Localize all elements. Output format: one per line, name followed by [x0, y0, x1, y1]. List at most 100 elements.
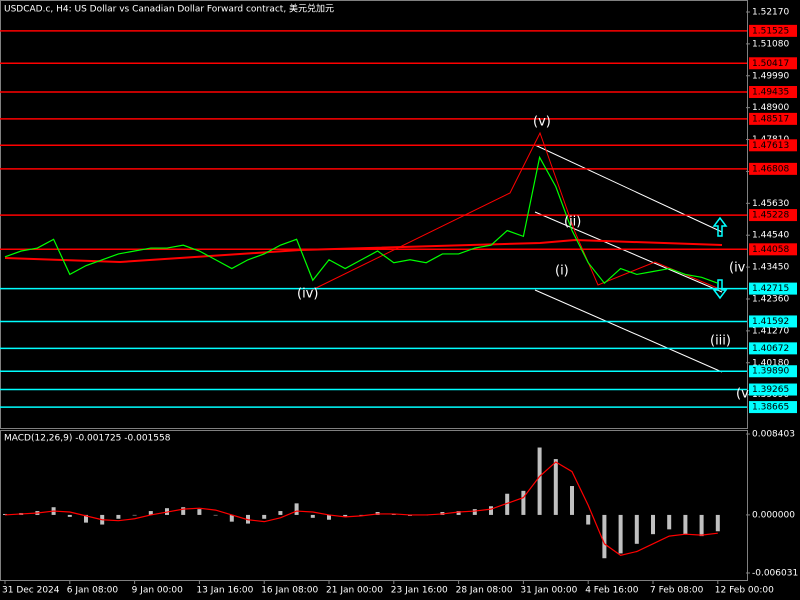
- level-label-box: [749, 383, 797, 396]
- channel-line: [534, 211, 723, 293]
- x-tick-label: 31 Jan 00:00: [520, 586, 577, 596]
- y-tick-label: 0.008403: [752, 430, 795, 440]
- y-tick-label: 1.43450: [752, 263, 789, 273]
- level-label: 1.46808: [752, 164, 789, 174]
- level-label-box: [749, 112, 797, 125]
- macd-bar: [505, 493, 510, 515]
- wave-label: (v: [736, 387, 749, 402]
- macd-bar: [537, 447, 542, 515]
- macd-bar: [132, 514, 137, 516]
- y-tick-label: 1.42360: [752, 294, 789, 304]
- macd-bar: [521, 490, 526, 515]
- macd-bar: [310, 514, 315, 518]
- y-tick-label: 1.51080: [752, 39, 789, 49]
- level-label: 1.39265: [752, 385, 789, 395]
- y-tick-label: 1.48900: [752, 103, 789, 113]
- x-tick-label: 16 Jan 08:00: [261, 586, 318, 596]
- y-tick-label: 1.45630: [752, 199, 789, 209]
- wave-label: (i): [555, 264, 569, 279]
- macd-bar: [343, 514, 348, 517]
- macd-bar: [699, 514, 704, 537]
- macd-bar: [602, 514, 607, 559]
- signal-line: [4, 461, 718, 556]
- level-label-box: [749, 86, 797, 99]
- macd-bar: [553, 459, 558, 515]
- level-label-box: [749, 57, 797, 70]
- chart-title: USDCAD.c, H4: US Dollar vs Canadian Doll…: [4, 3, 334, 15]
- macd-bar: [84, 514, 88, 523]
- macd-bar: [570, 486, 574, 515]
- macd-bar: [67, 514, 72, 517]
- macd-bar: [116, 514, 121, 519]
- level-label: 1.51525: [752, 26, 789, 36]
- wave-label: (v): [533, 115, 551, 130]
- channel-line: [534, 144, 723, 233]
- level-label-box: [749, 243, 797, 256]
- level-label: 1.38665: [752, 403, 789, 413]
- x-tick-label: 12 Feb 00:00: [715, 586, 774, 596]
- level-label: 1.45228: [752, 211, 789, 221]
- wave-zigzag: [311, 131, 723, 291]
- y-tick-label: 1.49990: [752, 71, 789, 81]
- macd-bar: [359, 514, 364, 516]
- y-tick-label: 0.000000: [752, 510, 795, 520]
- level-label-box: [749, 315, 797, 328]
- x-tick-label: 9 Jan 00:00: [132, 586, 184, 596]
- y-tick-label: -0.006031: [752, 568, 798, 578]
- level-label-box: [749, 282, 797, 295]
- level-label: 1.50417: [752, 59, 789, 69]
- y-tick-label: 1.52170: [752, 7, 789, 17]
- macd-bar: [456, 511, 461, 515]
- macd-bar: [715, 514, 720, 532]
- level-label: 1.42715: [752, 284, 789, 294]
- x-tick-label: 28 Jan 08:00: [456, 586, 513, 596]
- macd-bar: [618, 514, 623, 554]
- level-label: 1.49435: [752, 88, 789, 98]
- macd-bar: [181, 507, 186, 515]
- level-label: 1.47613: [752, 141, 789, 151]
- level-label-box: [749, 365, 797, 378]
- level-label-box: [749, 139, 797, 152]
- x-tick-label: 7 Feb 08:00: [650, 586, 704, 596]
- x-tick-label: 13 Jan 16:00: [196, 586, 253, 596]
- wave-label: (iv): [297, 287, 318, 302]
- level-label-box: [749, 342, 797, 355]
- macd-panel: [0, 430, 748, 581]
- price-line: [4, 155, 719, 285]
- level-label: 1.39890: [752, 367, 789, 377]
- y-tick-label: 1.41270: [752, 326, 789, 336]
- macd-bar: [634, 514, 639, 544]
- x-tick-label: 4 Feb 16:00: [585, 586, 639, 596]
- moving-average: [4, 238, 723, 264]
- level-label-box: [749, 24, 797, 37]
- x-tick-label: 6 Jan 08:00: [67, 586, 119, 596]
- x-tick-label: 23 Jan 16:00: [391, 586, 448, 596]
- macd-bar: [327, 514, 331, 520]
- macd-bar: [586, 514, 591, 525]
- wave-label: (iii): [710, 334, 731, 349]
- macd-bar: [489, 506, 493, 515]
- macd-bar: [148, 511, 153, 515]
- macd-bar: [651, 514, 655, 535]
- macd-bar: [197, 509, 202, 515]
- level-label: 1.48517: [752, 114, 789, 124]
- wave-label: (ii): [564, 215, 581, 230]
- macd-bar: [213, 514, 218, 516]
- level-label: 1.41592: [752, 317, 789, 327]
- y-tick-label: 1.40180: [752, 358, 789, 368]
- level-label-box: [749, 209, 797, 222]
- macd-title: MACD(12,26,9) -0.001725 -0.001558: [4, 434, 171, 444]
- level-label: 1.44058: [752, 245, 789, 255]
- macd-bar: [229, 514, 234, 522]
- level-label-box: [749, 401, 797, 414]
- macd-bar: [667, 514, 672, 530]
- y-tick-label: 1.44540: [752, 231, 789, 241]
- level-label: 1.40672: [752, 344, 789, 354]
- macd-bar: [472, 509, 477, 515]
- wave-label: (iv: [729, 261, 746, 276]
- arrow-down: [712, 279, 728, 300]
- x-tick-label: 21 Jan 00:00: [326, 586, 383, 596]
